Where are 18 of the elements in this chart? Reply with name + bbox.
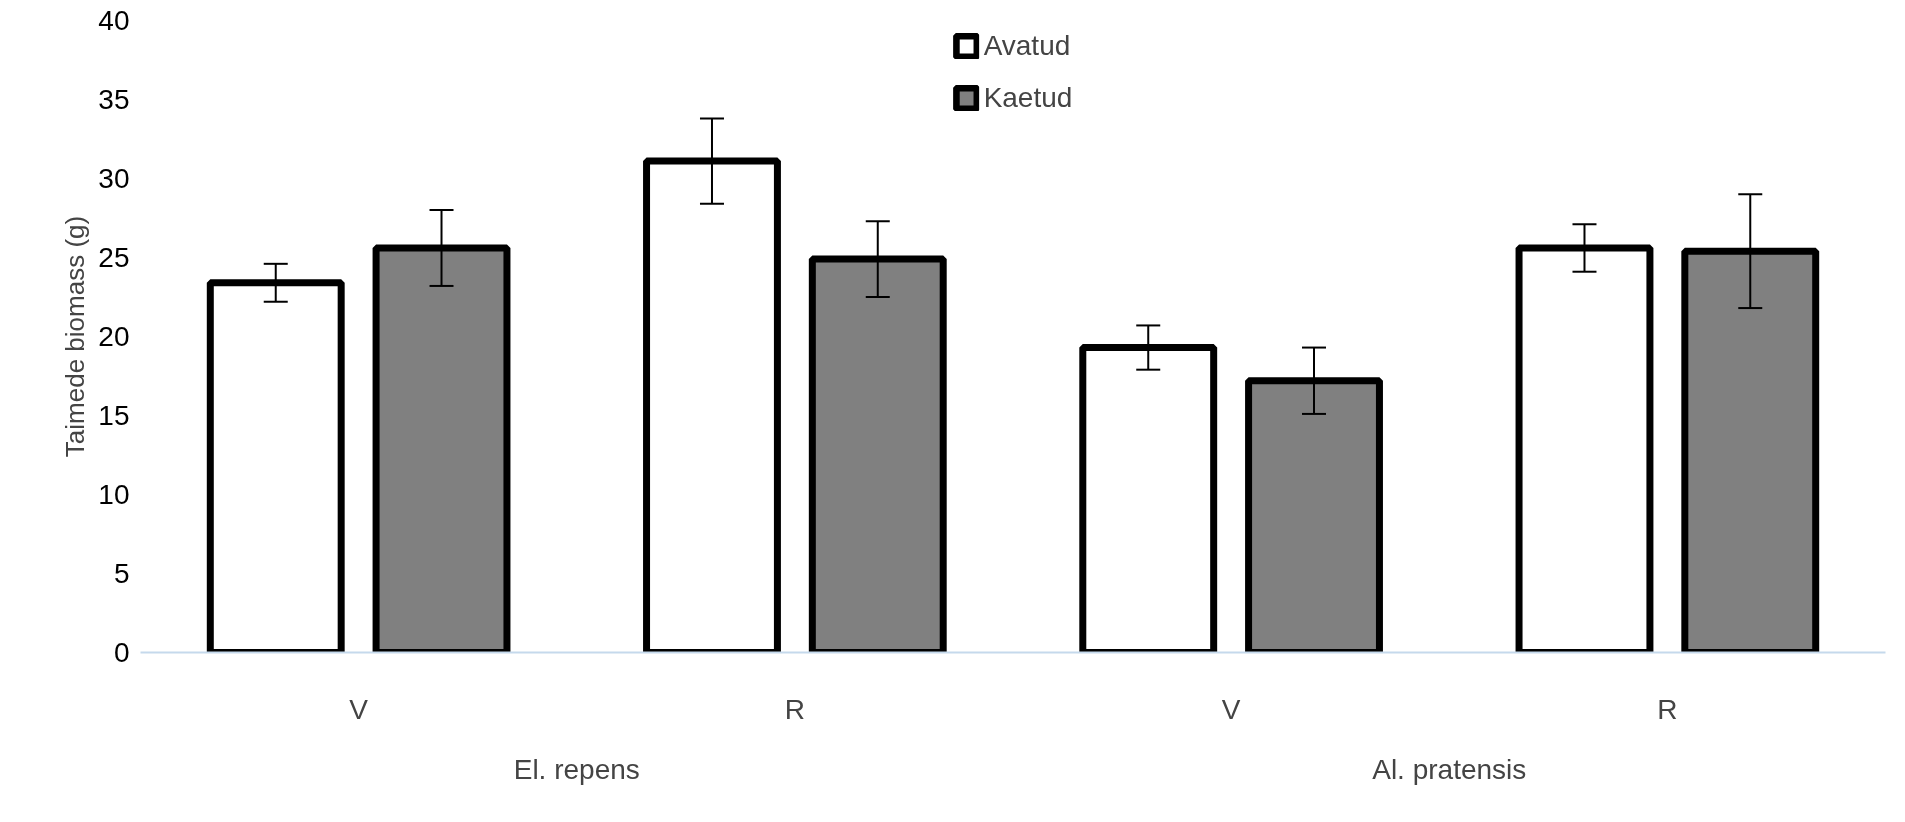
text: El. repens bbox=[513, 753, 640, 785]
y-tick-label: 15 bbox=[98, 400, 130, 431]
y-tick-label: 0 bbox=[113, 637, 130, 668]
y-tick-label: 40 bbox=[98, 5, 130, 36]
x-tick-label: R bbox=[1657, 693, 1678, 725]
y-tick-label: 10 bbox=[98, 479, 130, 510]
y-tick-label: 5 bbox=[113, 558, 130, 589]
text: Al. pratensis bbox=[1372, 753, 1527, 785]
legend-label: Avatud bbox=[983, 30, 1071, 62]
x-tick-label: R bbox=[784, 693, 805, 725]
x-tick-label: V bbox=[1221, 693, 1241, 725]
y-tick-label: 25 bbox=[98, 242, 130, 273]
y-axis-title: Taimede biomass (g) bbox=[60, 215, 91, 458]
y-tick-label: 20 bbox=[98, 321, 130, 352]
y-tick-label: 30 bbox=[98, 163, 130, 194]
y-tick-label: 35 bbox=[98, 84, 130, 115]
legend-label: Kaetud bbox=[983, 82, 1073, 114]
x-tick-label: V bbox=[349, 693, 369, 725]
